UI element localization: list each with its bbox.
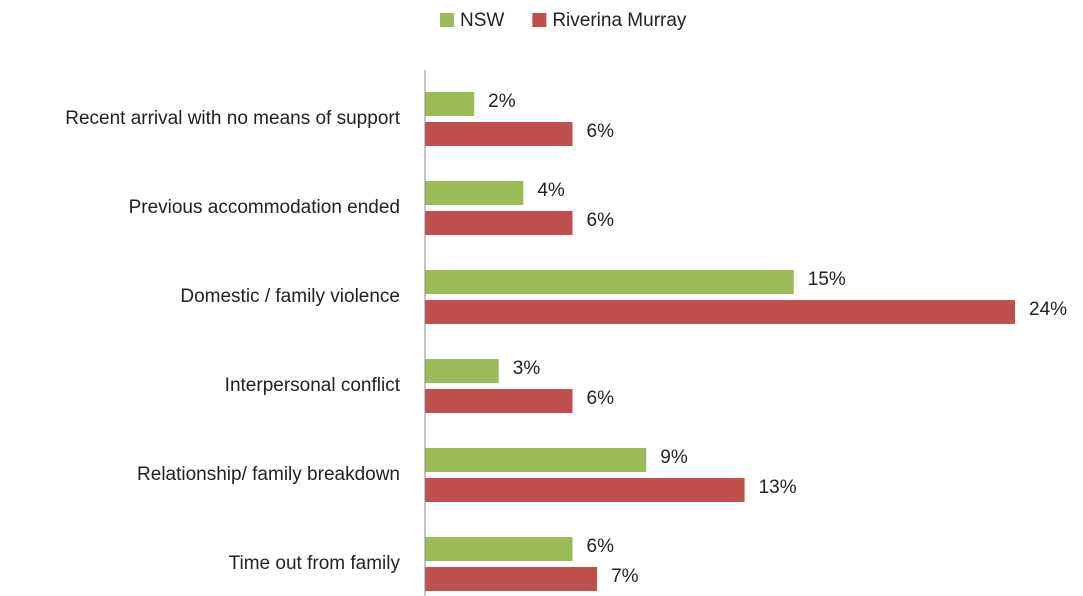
- data-label: 6%: [587, 388, 615, 409]
- bar: [425, 270, 794, 294]
- data-label: 6%: [587, 210, 615, 231]
- category-label: Time out from family: [229, 553, 401, 574]
- data-label: 6%: [587, 536, 615, 557]
- bar: [425, 567, 598, 591]
- bar: [425, 181, 524, 205]
- category-label: Domestic / family violence: [180, 286, 400, 307]
- data-label: 7%: [611, 566, 639, 587]
- bar: [425, 92, 475, 116]
- category-label: Relationship/ family breakdown: [137, 464, 400, 485]
- category-label: Previous accommodation ended: [129, 197, 400, 218]
- bar: [425, 211, 573, 235]
- legend-label: Riverina Murray: [552, 10, 687, 31]
- data-label: 3%: [513, 358, 541, 379]
- bar: [425, 300, 1015, 324]
- bar: [425, 478, 745, 502]
- legend-swatch: [532, 13, 547, 27]
- category-label: Interpersonal conflict: [225, 375, 401, 396]
- data-label: 9%: [660, 447, 688, 468]
- legend-label: NSW: [460, 10, 504, 31]
- category-label: Recent arrival with no means of support: [65, 108, 400, 129]
- bar: [425, 389, 573, 413]
- data-label: 4%: [537, 180, 565, 201]
- data-label: 6%: [587, 121, 615, 142]
- data-label: 15%: [808, 269, 846, 290]
- bar: [425, 448, 647, 472]
- data-label: 13%: [759, 477, 797, 498]
- data-label: 24%: [1029, 299, 1067, 320]
- bar: [425, 359, 499, 383]
- bar: [425, 537, 573, 561]
- data-label: 2%: [488, 91, 516, 112]
- legend-swatch: [440, 13, 454, 27]
- bar: [425, 122, 573, 146]
